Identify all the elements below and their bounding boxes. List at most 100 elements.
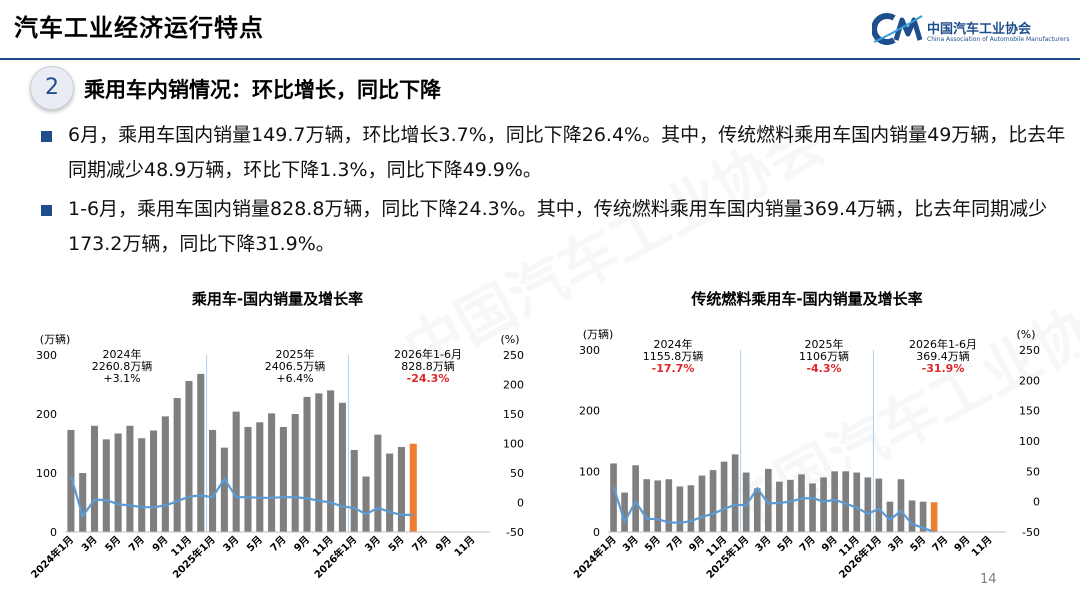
y2-tick-label: -50 — [1022, 526, 1040, 539]
sales-bar — [327, 390, 335, 532]
annotation-text: 828.8万辆 — [401, 359, 455, 373]
sales-bar — [731, 454, 739, 532]
y2-tick-label: 100 — [503, 438, 524, 451]
annotation-text: 369.4万辆 — [916, 349, 970, 363]
logo-text-en: China Association of Automobile Manufact… — [927, 36, 1070, 43]
sales-bar — [173, 398, 181, 532]
annotation-text: 1155.8万辆 — [643, 349, 704, 363]
sales-bar — [687, 485, 695, 532]
bullet-square-icon — [41, 205, 52, 216]
section-badge: 2 — [30, 66, 74, 110]
sales-bar — [720, 461, 728, 532]
y2-tick-label: 50 — [1026, 465, 1040, 478]
growth-rate-line — [612, 486, 935, 534]
x-tick-label: 7月 — [797, 534, 817, 554]
sales-bar — [397, 447, 405, 532]
y2-tick-label: 150 — [1019, 405, 1040, 418]
annotation-text: 2024年 — [103, 347, 142, 361]
x-tick-label: 9月 — [150, 534, 170, 554]
x-tick-label: 7月 — [268, 534, 288, 554]
x-tick-label: 7月 — [410, 534, 430, 554]
y2-axis-unit-label: (%) — [500, 333, 519, 346]
sales-bar — [79, 473, 87, 532]
annotation-growth: -24.3% — [407, 372, 450, 385]
bullet-item: 1-6月，乘用车国内销量828.8万辆，同比下降24.3%。其中，传统燃料乘用车… — [38, 192, 1068, 262]
y2-tick-label: 50 — [510, 467, 524, 480]
chart-passenger-domestic: 乘用车-国内销量及增长率 (万辆) (%) 0 100 200 300 -50 0 50 100 15… — [28, 290, 524, 581]
sales-bar — [798, 474, 805, 532]
x-tick-label: 5月 — [244, 534, 264, 554]
sales-bar — [291, 414, 299, 532]
sales-bar — [338, 402, 346, 532]
y2-tick-label: 100 — [1019, 435, 1040, 448]
x-tick-label: 2024年1月 — [28, 533, 76, 581]
sales-bar — [908, 500, 916, 532]
x-tick-label: 5月 — [908, 534, 928, 554]
sales-bar — [232, 411, 240, 532]
annotation-text: +6.4% — [276, 372, 313, 385]
x-tick-label: 5月 — [103, 534, 123, 554]
y-tick-label: 100 — [579, 465, 600, 478]
y2-axis-unit-label: (%) — [1016, 328, 1035, 341]
sales-bar — [764, 468, 772, 532]
sales-bar — [787, 479, 794, 532]
chart-title: 乘用车-国内销量及增长率 — [191, 290, 363, 308]
sales-bar — [126, 425, 134, 532]
sales-bar — [209, 429, 217, 532]
x-tick-label: 2024年1月 — [571, 533, 619, 581]
annotation-growth: -31.9% — [922, 362, 965, 375]
sales-bar — [709, 470, 717, 532]
header-divider — [0, 58, 1080, 60]
sales-bar — [665, 479, 673, 532]
y-axis-unit-label: (万辆) — [583, 327, 614, 341]
y-tick-label: 200 — [36, 408, 57, 421]
x-tick-label: 7月 — [664, 534, 684, 554]
chart-title: 传统燃料乘用车-国内销量及增长率 — [690, 290, 922, 308]
annotation-text: +3.1% — [103, 372, 140, 385]
sales-bar — [102, 439, 110, 532]
sales-bar — [220, 447, 228, 532]
y2-tick-label: 0 — [517, 497, 524, 510]
sales-bar — [820, 477, 827, 532]
x-tick-label: 3月 — [753, 534, 773, 554]
y2-tick-label: 0 — [1033, 496, 1040, 509]
sales-bar — [409, 443, 417, 532]
annotation-text: 2026年1-6月 — [909, 337, 977, 351]
y2-tick-label: 250 — [1019, 344, 1040, 357]
x-tick-label: 3月 — [362, 534, 382, 554]
sales-bar — [67, 429, 75, 532]
x-tick-label: 3月 — [79, 534, 99, 554]
sales-bar — [676, 486, 684, 532]
sales-bar — [268, 413, 276, 532]
chart-fuel-passenger-domestic: 传统燃料乘用车-国内销量及增长率 (万辆) (%) 0 100 200 300 -50 0 50 1… — [571, 290, 1040, 581]
sales-bar — [621, 492, 628, 532]
annotation-growth: -17.7% — [652, 362, 695, 375]
x-tick-label: 5月 — [775, 534, 795, 554]
annotation-text: 2025年 — [276, 347, 315, 361]
sales-bar — [303, 396, 311, 532]
annotation-text: 2026年1-6月 — [394, 347, 462, 361]
sales-bar — [831, 471, 838, 532]
y2-tick-label: 150 — [503, 408, 524, 421]
y2-tick-label: 250 — [503, 349, 524, 362]
x-tick-label: 11月 — [969, 534, 994, 559]
x-tick-label: 9月 — [433, 534, 453, 554]
page-number: 14 — [980, 572, 997, 587]
sales-bar — [632, 465, 639, 532]
y2-tick-label: 200 — [503, 379, 524, 392]
sales-bar — [809, 483, 816, 532]
sales-bar — [350, 449, 358, 532]
y2-tick-label: -50 — [506, 526, 524, 539]
sales-bar — [930, 502, 938, 532]
sales-bar — [161, 416, 169, 532]
annotation-growth: -4.3% — [806, 362, 841, 375]
y-tick-label: 300 — [36, 349, 57, 362]
sales-bar — [919, 501, 927, 532]
sales-bar — [114, 433, 122, 532]
sales-bar — [776, 481, 783, 532]
sales-bar — [315, 393, 323, 532]
annotation-text: 2024年 — [654, 337, 693, 351]
x-tick-label: 7月 — [930, 534, 950, 554]
bullet-item: 6月，乘用车国内销量149.7万辆，环比增长3.7%，同比下降26.4%。其中，… — [38, 118, 1068, 188]
sales-bar — [753, 488, 761, 532]
